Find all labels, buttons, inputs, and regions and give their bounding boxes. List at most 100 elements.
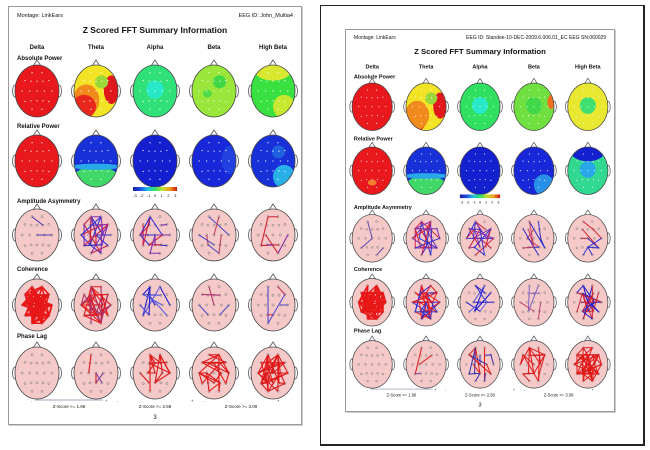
connection-line [475, 237, 494, 256]
electrode [581, 97, 583, 99]
electrode [101, 150, 103, 152]
electrode [600, 170, 602, 172]
electrode [376, 228, 379, 231]
electrode [271, 223, 275, 227]
electrode [154, 100, 156, 102]
electrode [154, 90, 156, 92]
head-map-phase-lag-alpha [457, 335, 503, 389]
electrode [540, 106, 542, 108]
electrode [591, 220, 594, 223]
connection-line [206, 372, 221, 384]
electrode [582, 186, 584, 188]
electrode [474, 317, 477, 321]
electrode [382, 160, 384, 162]
head-map-absolute-power-alpha [457, 77, 503, 131]
electrode [587, 106, 589, 108]
electrode [364, 170, 367, 172]
connection-line [277, 354, 280, 383]
electrode [484, 161, 486, 163]
electrode [109, 371, 113, 375]
electrode [278, 80, 280, 82]
electrode [107, 100, 109, 103]
power-region [579, 97, 596, 114]
head-map-amplitude-asymmetry-high-beta [248, 203, 298, 262]
connection-line [419, 355, 432, 365]
connection-line [421, 285, 427, 312]
electrode [538, 179, 540, 181]
electrode [544, 160, 546, 162]
electrode [51, 90, 53, 92]
band-header-beta: Beta [207, 45, 221, 51]
electrode [543, 310, 546, 314]
electrode [600, 237, 603, 240]
connection-line [142, 216, 151, 246]
electrode [218, 313, 222, 317]
electrode [358, 170, 360, 172]
connection-line [198, 234, 215, 246]
connection-line [142, 286, 151, 316]
electrode [48, 79, 50, 82]
electrode [219, 150, 221, 152]
z-score-label: Z-Score >= 2.58 [139, 404, 172, 409]
electrode [375, 379, 378, 383]
electrode [576, 96, 578, 98]
connection-line [582, 372, 599, 375]
electrode [365, 246, 368, 249]
electrode [89, 150, 91, 152]
electrode [439, 170, 441, 172]
electrode [576, 179, 578, 181]
connection-line [580, 355, 589, 365]
z-score-label: Z-Score >= 1.96 [53, 404, 86, 409]
connection-line [519, 347, 530, 365]
electrode [198, 90, 200, 92]
electrode [201, 170, 203, 173]
electrode [23, 244, 27, 247]
electrode [537, 153, 539, 155]
head-map-phase-lag-high-beta [248, 341, 298, 400]
electrode [360, 160, 362, 162]
connection-line [520, 301, 535, 312]
electrode [141, 361, 145, 364]
connection-line [80, 294, 85, 306]
connection-line [472, 364, 481, 374]
electrode [376, 354, 379, 357]
electrode [271, 293, 275, 297]
row-relative-power [12, 129, 298, 188]
head-map-phase-lag-theta [71, 341, 121, 400]
electrode [264, 303, 268, 307]
scalp [513, 278, 555, 327]
connection-line [415, 228, 432, 230]
electrode [371, 161, 373, 163]
electrode [418, 363, 421, 366]
connection-line [219, 362, 230, 374]
electrode [47, 382, 51, 385]
electrode [546, 237, 549, 240]
electrode [147, 160, 149, 162]
electrode [591, 186, 593, 188]
connection-line [90, 293, 108, 296]
head-map-relative-power-delta [349, 141, 395, 195]
electrode [468, 96, 470, 98]
connection-line [582, 285, 589, 303]
electrode [266, 100, 268, 102]
electrode [277, 72, 279, 74]
electrode [522, 160, 524, 162]
electrode [219, 170, 221, 172]
electrode [225, 100, 227, 103]
connection-line [486, 364, 492, 375]
electrode [218, 142, 220, 144]
nose-icon [150, 129, 160, 137]
report-title: Z Scored FFT Summary Information [414, 47, 546, 56]
electrode [381, 227, 385, 230]
electrode [528, 89, 530, 91]
electrode [89, 389, 93, 393]
electrode [90, 108, 92, 110]
head-map-amplitude-asymmetry-theta [403, 209, 449, 263]
electrode [425, 170, 427, 172]
electrode [519, 106, 521, 108]
electrode [99, 353, 103, 357]
electrode [207, 321, 211, 325]
electrode [138, 303, 142, 307]
nose-icon [150, 341, 160, 349]
connection-line [376, 247, 384, 256]
